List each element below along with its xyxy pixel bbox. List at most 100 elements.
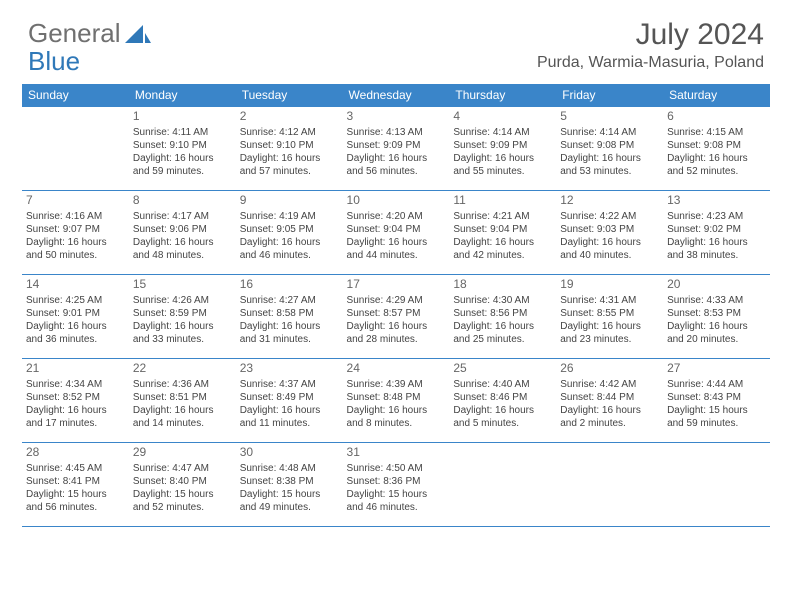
calendar-week-row: 1Sunrise: 4:11 AMSunset: 9:10 PMDaylight… bbox=[22, 107, 770, 191]
calendar-cell: 23Sunrise: 4:37 AMSunset: 8:49 PMDayligh… bbox=[236, 359, 343, 443]
calendar-cell: 3Sunrise: 4:13 AMSunset: 9:09 PMDaylight… bbox=[343, 107, 450, 191]
day-number: 26 bbox=[560, 361, 659, 377]
cell-line: Daylight: 16 hours bbox=[347, 152, 446, 165]
cell-line: Sunrise: 4:14 AM bbox=[453, 126, 552, 139]
cell-line: Daylight: 15 hours bbox=[347, 488, 446, 501]
cell-line: Sunrise: 4:20 AM bbox=[347, 210, 446, 223]
cell-line: and 5 minutes. bbox=[453, 417, 552, 430]
calendar-week-row: 14Sunrise: 4:25 AMSunset: 9:01 PMDayligh… bbox=[22, 275, 770, 359]
cell-line: Sunset: 8:51 PM bbox=[133, 391, 232, 404]
day-number: 5 bbox=[560, 109, 659, 125]
calendar-cell: 18Sunrise: 4:30 AMSunset: 8:56 PMDayligh… bbox=[449, 275, 556, 359]
cell-line: Sunset: 8:48 PM bbox=[347, 391, 446, 404]
cell-line: Sunrise: 4:21 AM bbox=[453, 210, 552, 223]
cell-line: and 31 minutes. bbox=[240, 333, 339, 346]
calendar-cell: 4Sunrise: 4:14 AMSunset: 9:09 PMDaylight… bbox=[449, 107, 556, 191]
month-year: July 2024 bbox=[537, 18, 764, 52]
cell-line: Sunrise: 4:44 AM bbox=[667, 378, 766, 391]
cell-line: and 44 minutes. bbox=[347, 249, 446, 262]
cell-line: Sunset: 8:52 PM bbox=[26, 391, 125, 404]
day-number: 10 bbox=[347, 193, 446, 209]
cell-line: and 53 minutes. bbox=[560, 165, 659, 178]
cell-line: Daylight: 16 hours bbox=[453, 152, 552, 165]
weekday-header: Monday bbox=[129, 84, 236, 107]
cell-line: Sunset: 8:58 PM bbox=[240, 307, 339, 320]
cell-line: Sunset: 8:41 PM bbox=[26, 475, 125, 488]
cell-line: Daylight: 16 hours bbox=[26, 404, 125, 417]
calendar-cell: 1Sunrise: 4:11 AMSunset: 9:10 PMDaylight… bbox=[129, 107, 236, 191]
calendar-cell bbox=[449, 443, 556, 527]
day-number: 12 bbox=[560, 193, 659, 209]
cell-line: and 56 minutes. bbox=[347, 165, 446, 178]
cell-line: and 40 minutes. bbox=[560, 249, 659, 262]
calendar-cell: 7Sunrise: 4:16 AMSunset: 9:07 PMDaylight… bbox=[22, 191, 129, 275]
brand-part1: General bbox=[28, 18, 121, 49]
cell-line: Sunrise: 4:30 AM bbox=[453, 294, 552, 307]
calendar-cell: 11Sunrise: 4:21 AMSunset: 9:04 PMDayligh… bbox=[449, 191, 556, 275]
cell-line: and 52 minutes. bbox=[667, 165, 766, 178]
cell-line: Sunset: 8:40 PM bbox=[133, 475, 232, 488]
cell-line: and 33 minutes. bbox=[133, 333, 232, 346]
calendar-cell: 22Sunrise: 4:36 AMSunset: 8:51 PMDayligh… bbox=[129, 359, 236, 443]
cell-line: Daylight: 16 hours bbox=[26, 236, 125, 249]
cell-line: Sunrise: 4:33 AM bbox=[667, 294, 766, 307]
cell-line: Sunrise: 4:50 AM bbox=[347, 462, 446, 475]
calendar-cell: 13Sunrise: 4:23 AMSunset: 9:02 PMDayligh… bbox=[663, 191, 770, 275]
cell-line: Daylight: 16 hours bbox=[560, 152, 659, 165]
cell-line: and 56 minutes. bbox=[26, 501, 125, 514]
cell-line: Daylight: 15 hours bbox=[667, 404, 766, 417]
cell-line: Daylight: 16 hours bbox=[133, 236, 232, 249]
day-number: 15 bbox=[133, 277, 232, 293]
cell-line: Sunrise: 4:26 AM bbox=[133, 294, 232, 307]
calendar-cell: 24Sunrise: 4:39 AMSunset: 8:48 PMDayligh… bbox=[343, 359, 450, 443]
cell-line: Sunset: 8:49 PM bbox=[240, 391, 339, 404]
cell-line: Daylight: 16 hours bbox=[560, 236, 659, 249]
cell-line: Sunset: 9:04 PM bbox=[347, 223, 446, 236]
cell-line: and 52 minutes. bbox=[133, 501, 232, 514]
day-number: 31 bbox=[347, 445, 446, 461]
cell-line: and 23 minutes. bbox=[560, 333, 659, 346]
cell-line: Daylight: 16 hours bbox=[240, 152, 339, 165]
cell-line: and 20 minutes. bbox=[667, 333, 766, 346]
cell-line: Sunset: 8:46 PM bbox=[453, 391, 552, 404]
cell-line: Sunrise: 4:15 AM bbox=[667, 126, 766, 139]
calendar-cell: 8Sunrise: 4:17 AMSunset: 9:06 PMDaylight… bbox=[129, 191, 236, 275]
cell-line: Sunrise: 4:42 AM bbox=[560, 378, 659, 391]
cell-line: and 28 minutes. bbox=[347, 333, 446, 346]
calendar-cell: 15Sunrise: 4:26 AMSunset: 8:59 PMDayligh… bbox=[129, 275, 236, 359]
cell-line: Sunset: 9:07 PM bbox=[26, 223, 125, 236]
cell-line: and 14 minutes. bbox=[133, 417, 232, 430]
day-number: 13 bbox=[667, 193, 766, 209]
cell-line: and 2 minutes. bbox=[560, 417, 659, 430]
cell-line: and 25 minutes. bbox=[453, 333, 552, 346]
cell-line: Sunset: 9:10 PM bbox=[133, 139, 232, 152]
day-number: 8 bbox=[133, 193, 232, 209]
cell-line: Sunrise: 4:16 AM bbox=[26, 210, 125, 223]
calendar-cell bbox=[22, 107, 129, 191]
cell-line: Sunrise: 4:39 AM bbox=[347, 378, 446, 391]
cell-line: Sunset: 9:02 PM bbox=[667, 223, 766, 236]
cell-line: Daylight: 16 hours bbox=[667, 236, 766, 249]
cell-line: Daylight: 16 hours bbox=[240, 236, 339, 249]
calendar-cell: 5Sunrise: 4:14 AMSunset: 9:08 PMDaylight… bbox=[556, 107, 663, 191]
cell-line: and 59 minutes. bbox=[667, 417, 766, 430]
cell-line: and 11 minutes. bbox=[240, 417, 339, 430]
cell-line: Sunrise: 4:25 AM bbox=[26, 294, 125, 307]
cell-line: Sunrise: 4:14 AM bbox=[560, 126, 659, 139]
cell-line: and 49 minutes. bbox=[240, 501, 339, 514]
cell-line: Daylight: 16 hours bbox=[453, 320, 552, 333]
cell-line: Daylight: 16 hours bbox=[347, 236, 446, 249]
calendar-cell: 12Sunrise: 4:22 AMSunset: 9:03 PMDayligh… bbox=[556, 191, 663, 275]
day-number: 11 bbox=[453, 193, 552, 209]
day-number: 6 bbox=[667, 109, 766, 125]
cell-line: Sunset: 9:06 PM bbox=[133, 223, 232, 236]
cell-line: and 36 minutes. bbox=[26, 333, 125, 346]
location: Purda, Warmia-Masuria, Poland bbox=[537, 54, 764, 72]
cell-line: Sunset: 8:43 PM bbox=[667, 391, 766, 404]
day-number: 28 bbox=[26, 445, 125, 461]
cell-line: Sunrise: 4:48 AM bbox=[240, 462, 339, 475]
header: General July 2024 Purda, Warmia-Masuria,… bbox=[0, 0, 792, 76]
cell-line: Sunrise: 4:45 AM bbox=[26, 462, 125, 475]
day-number: 27 bbox=[667, 361, 766, 377]
cell-line: Daylight: 16 hours bbox=[667, 152, 766, 165]
